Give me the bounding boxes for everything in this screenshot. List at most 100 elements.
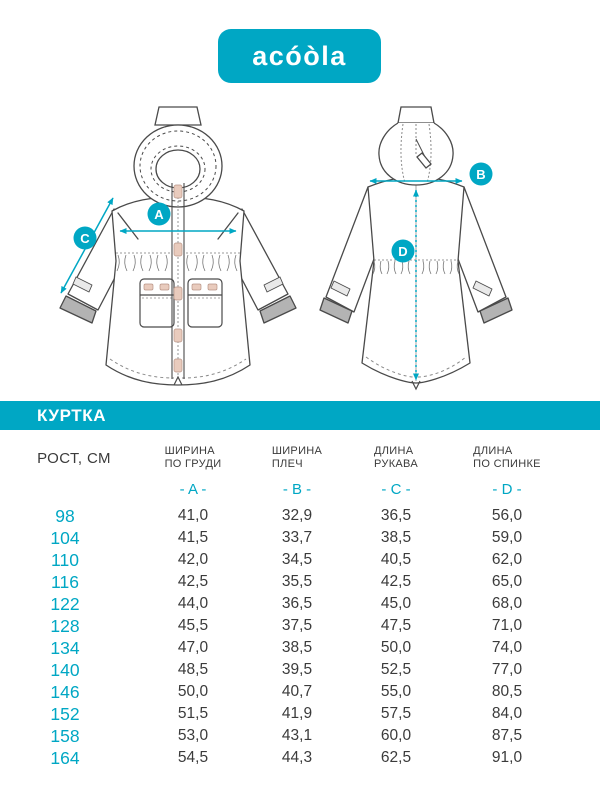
size-cell: 122 (50, 593, 80, 614)
chest-cell: 48,5 (177, 661, 209, 678)
shoulder-cell: 39,5 (281, 661, 313, 678)
size-cell: 104 (50, 527, 80, 548)
back-cell: 87,5 (491, 727, 523, 744)
letter-header-b: - B - (282, 481, 312, 498)
size-table: РОСТ, СМ ШИРИНА ПО ГРУДИ ШИРИНА ПЛЕЧ ДЛИ… (0, 430, 560, 769)
back-cell: 56,0 (491, 507, 523, 524)
table-row: 122 44,0 36,5 45,0 68,0 (0, 593, 560, 615)
jacket-front-diagram: A C (59, 106, 297, 386)
chest-cell: 42,5 (177, 573, 209, 590)
back-cell: 91,0 (491, 749, 523, 766)
letter-header-d: - D - (492, 481, 522, 498)
chest-cell: 45,5 (177, 617, 209, 634)
back-cell: 68,0 (491, 595, 523, 612)
column-header-row: РОСТ, СМ ШИРИНА ПО ГРУДИ ШИРИНА ПЛЕЧ ДЛИ… (0, 430, 560, 471)
table-row: 110 42,0 34,5 40,5 62,0 (0, 549, 560, 571)
svg-text:B: B (476, 167, 485, 182)
column-header-sleeve: ДЛИНА РУКАВА (374, 445, 418, 470)
letter-header-row: - A - - B - - C - - D - (0, 471, 560, 505)
column-header-shoulder: ШИРИНА ПЛЕЧ (271, 445, 323, 470)
table-row: 134 47,0 38,5 50,0 74,0 (0, 637, 560, 659)
back-cell: 80,5 (491, 683, 523, 700)
shoulder-cell: 32,9 (281, 507, 313, 524)
acoola-logo: acóòla (218, 29, 381, 83)
size-cell: 128 (50, 615, 80, 636)
table-row: 98 41,0 32,9 36,5 56,0 (0, 505, 560, 527)
size-cell: 98 (55, 505, 75, 526)
table-title: КУРТКА (37, 405, 107, 425)
sleeve-cell: 52,5 (380, 661, 412, 678)
chest-cell: 41,5 (177, 529, 209, 546)
svg-text:C: C (80, 231, 90, 246)
front-pockets (139, 278, 223, 328)
shoulder-cell: 44,3 (281, 749, 313, 766)
shoulder-cell: 40,7 (281, 683, 313, 700)
back-cell: 77,0 (491, 661, 523, 678)
chest-cell: 51,5 (177, 705, 209, 722)
table-row: 128 45,5 37,5 47,5 71,0 (0, 615, 560, 637)
measure-label-b: B (469, 162, 493, 186)
table-row: 152 51,5 41,9 57,5 84,0 (0, 703, 560, 725)
back-cell: 71,0 (491, 617, 523, 634)
shoulder-cell: 41,9 (281, 705, 313, 722)
shoulder-cell: 43,1 (281, 727, 313, 744)
measure-label-d: D (391, 239, 415, 263)
letter-header-empty (0, 471, 130, 505)
back-cell: 62,0 (491, 551, 523, 568)
shoulder-cell: 33,7 (281, 529, 313, 546)
sleeve-cell: 55,0 (380, 683, 412, 700)
chest-cell: 41,0 (177, 507, 209, 524)
size-cell: 164 (50, 747, 80, 768)
front-hood (133, 106, 223, 208)
shoulder-cell: 35,5 (281, 573, 313, 590)
chest-cell: 53,0 (177, 727, 209, 744)
table-row: 164 54,5 44,3 62,5 91,0 (0, 747, 560, 769)
svg-text:A: A (154, 207, 164, 222)
acoola-logo-text: acóòla (252, 40, 347, 71)
front-hem-stitch (109, 358, 247, 379)
table-row: 140 48,5 39,5 52,5 77,0 (0, 659, 560, 681)
back-hood (378, 106, 454, 186)
jacket-back-diagram: B D (319, 106, 513, 391)
sleeve-cell: 47,5 (380, 617, 412, 634)
back-hem-stitch (365, 356, 467, 378)
chest-cell: 54,5 (177, 749, 209, 766)
size-cell: 152 (50, 703, 80, 724)
back-hem-notch (411, 380, 421, 391)
sleeve-cell: 42,5 (380, 573, 412, 590)
shoulder-cell: 38,5 (281, 639, 313, 656)
sleeve-cell: 60,0 (380, 727, 412, 744)
back-cell: 84,0 (491, 705, 523, 722)
size-cell: 116 (51, 571, 79, 592)
table-row: 116 42,5 35,5 42,5 65,0 (0, 571, 560, 593)
measure-label-c: C (73, 226, 97, 250)
chest-cell: 50,0 (177, 683, 209, 700)
shoulder-cell: 34,5 (281, 551, 313, 568)
table-title-bar: КУРТКА (0, 401, 600, 430)
front-waist-gathering (116, 252, 240, 272)
svg-text:D: D (398, 244, 407, 259)
size-cell: 146 (50, 681, 80, 702)
sleeve-cell: 62,5 (380, 749, 412, 766)
letter-header-a: - A - (179, 481, 207, 498)
letter-header-c: - C - (381, 481, 411, 498)
chest-cell: 47,0 (177, 639, 209, 656)
table-row: 146 50,0 40,7 55,0 80,5 (0, 681, 560, 703)
sleeve-cell: 36,5 (380, 507, 412, 524)
column-header-back: ДЛИНА ПО СПИНКЕ (473, 445, 541, 470)
shoulder-cell: 37,5 (281, 617, 313, 634)
sleeve-cell: 57,5 (380, 705, 412, 722)
chest-cell: 42,0 (177, 551, 209, 568)
size-cell: 134 (50, 637, 80, 658)
size-cell: 140 (50, 659, 80, 680)
size-cell: 110 (51, 549, 79, 570)
height-column-header: РОСТ, СМ (37, 449, 111, 467)
back-cell: 59,0 (491, 529, 523, 546)
measure-label-a: A (147, 202, 171, 226)
size-cell: 158 (50, 725, 80, 746)
sleeve-cell: 38,5 (380, 529, 412, 546)
chest-cell: 44,0 (177, 595, 209, 612)
sleeve-cell: 50,0 (380, 639, 412, 656)
table-row: 158 53,0 43,1 60,0 87,5 (0, 725, 560, 747)
